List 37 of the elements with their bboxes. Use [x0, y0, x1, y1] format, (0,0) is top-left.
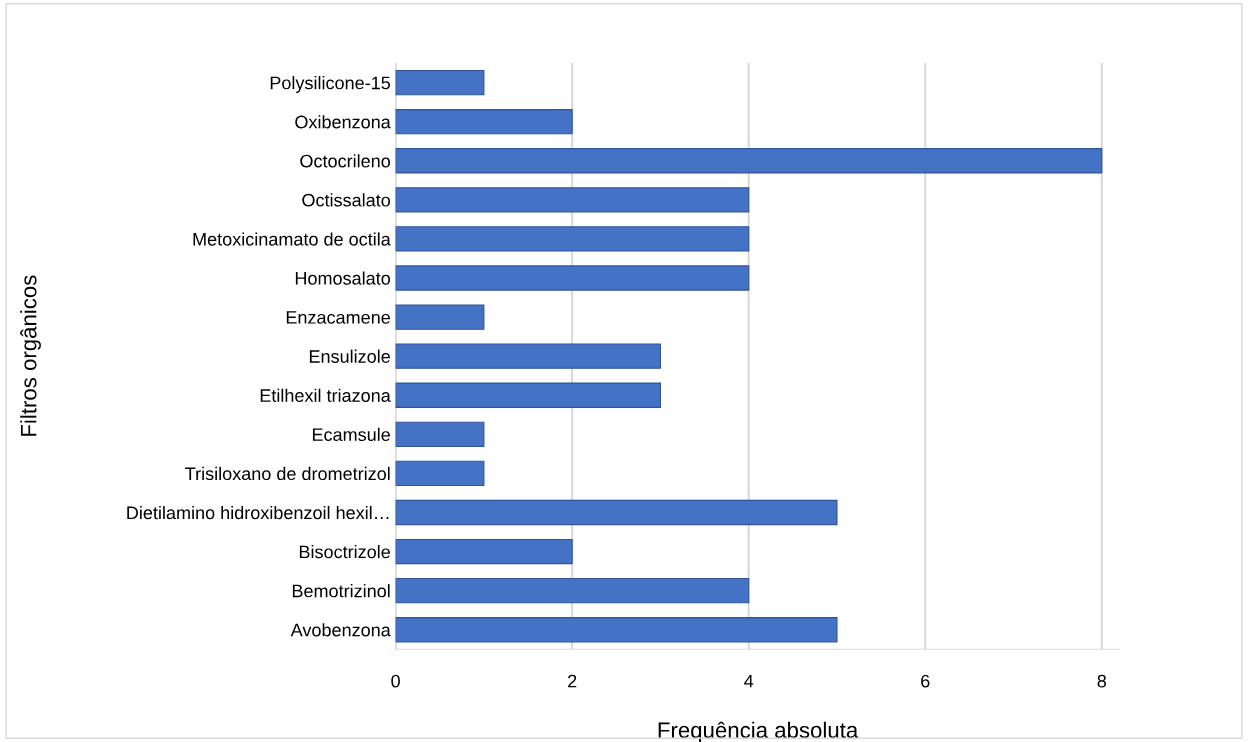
bar	[395, 343, 661, 369]
bar	[395, 226, 750, 252]
bar	[395, 187, 750, 213]
x-tick-label: 2	[568, 674, 577, 688]
bar	[395, 617, 838, 643]
y-tick-label: Octocrileno	[300, 154, 390, 168]
y-tick-label: Bisoctrizole	[299, 545, 390, 559]
y-tick-label: Avobenzona	[290, 623, 391, 637]
bar	[395, 382, 661, 408]
x-tick-label: 0	[391, 674, 400, 688]
y-tick-label: Ensulizole	[309, 349, 390, 363]
x-axis-title: Frequência absoluta	[658, 721, 859, 742]
x-tick-label: 8	[1097, 674, 1107, 688]
y-tick-label: Homosalato	[295, 271, 390, 285]
bar	[395, 148, 1103, 174]
y-tick-label: Trisiloxano de drometrizol	[185, 466, 390, 481]
y-tick-label: Octissalato	[302, 193, 390, 207]
bar	[395, 538, 573, 565]
bar	[395, 577, 750, 604]
y-tick-label: Metoxicinamato de octila	[193, 232, 391, 246]
y-tick-label: Oxibenzona	[295, 115, 391, 129]
y-tick-label: Ecamsule	[312, 427, 390, 442]
y-tick-label: Etilhexil triazona	[260, 388, 391, 402]
y-axis-title: Filtros orgânicos	[20, 275, 41, 436]
y-tick-label: Enzacamene	[286, 311, 390, 324]
bar	[395, 109, 573, 135]
bar	[395, 421, 485, 447]
y-tick-label: Dietilamino hidroxibenzoil hexil…	[127, 505, 389, 520]
bar	[395, 265, 750, 291]
bar	[395, 460, 485, 487]
y-tick-label: Bemotrizinol	[292, 584, 390, 598]
x-tick-label: 4	[744, 674, 754, 688]
x-tick-label: 6	[921, 674, 930, 688]
bar	[395, 499, 838, 526]
y-tick-label: Polysilicone-15	[270, 76, 390, 93]
bar	[395, 69, 485, 96]
bar	[395, 304, 485, 330]
